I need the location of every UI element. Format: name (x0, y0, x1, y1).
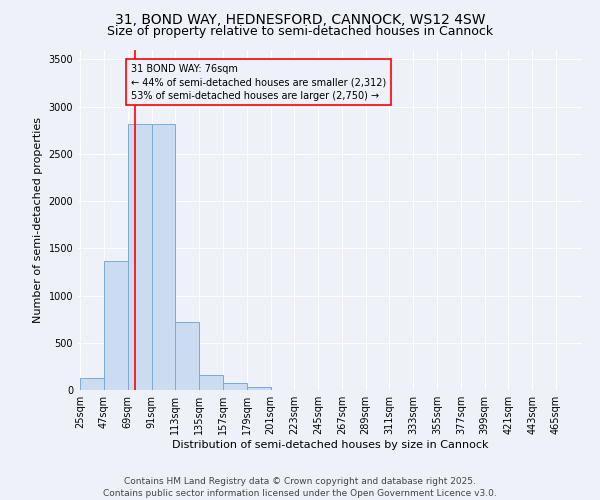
Text: Contains HM Land Registry data © Crown copyright and database right 2025.
Contai: Contains HM Land Registry data © Crown c… (103, 476, 497, 498)
Bar (80, 378, 104, 390)
Bar (104, 260, 128, 390)
Bar (223, 383, 247, 390)
Bar (175, 322, 199, 390)
Bar (247, 387, 271, 390)
Y-axis label: Number of semi-detached properties: Number of semi-detached properties (33, 117, 43, 323)
Text: 31, BOND WAY, HEDNESFORD, CANNOCK, WS12 4SW: 31, BOND WAY, HEDNESFORD, CANNOCK, WS12 … (115, 12, 485, 26)
X-axis label: Distribution of semi-detached houses by size in Cannock: Distribution of semi-detached houses by … (172, 440, 488, 450)
Text: Size of property relative to semi-detached houses in Cannock: Size of property relative to semi-detach… (107, 25, 493, 38)
Bar (152, 124, 175, 390)
Bar (128, 124, 152, 390)
Text: 31 BOND WAY: 76sqm
← 44% of semi-detached houses are smaller (2,312)
53% of semi: 31 BOND WAY: 76sqm ← 44% of semi-detache… (131, 64, 386, 100)
Bar (199, 376, 223, 390)
